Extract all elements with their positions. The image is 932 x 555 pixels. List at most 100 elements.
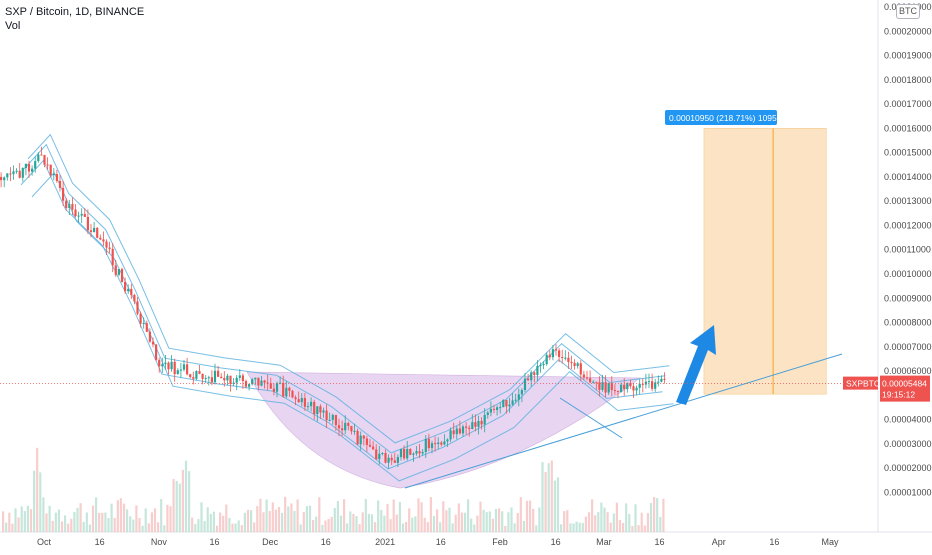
- volume-bar: [460, 512, 463, 532]
- currency-badge[interactable]: BTC: [896, 4, 920, 19]
- symbol-tag: [843, 376, 878, 390]
- volume-bar: [510, 507, 513, 532]
- volume-bar: [107, 518, 110, 532]
- candle-body: [474, 422, 477, 427]
- volume-bar: [550, 460, 553, 532]
- candle-body: [46, 164, 49, 166]
- candle-body: [139, 313, 142, 324]
- price-tag[interactable]: [880, 375, 930, 402]
- volume-bar: [308, 505, 312, 532]
- candle-body: [136, 301, 139, 314]
- moving-average-line: [31, 171, 674, 482]
- volume-bar: [532, 508, 535, 532]
- candle-body: [539, 364, 542, 366]
- volume-bar: [36, 447, 39, 532]
- volume-bar: [470, 518, 473, 532]
- volume-bar: [541, 462, 544, 532]
- volume-bar: [250, 510, 253, 532]
- candle-body: [220, 376, 223, 379]
- volume-bar: [119, 498, 122, 532]
- volume-bar: [442, 501, 445, 532]
- x-tick-label: 16: [551, 537, 561, 547]
- volume-bar: [380, 509, 383, 532]
- candle-body: [359, 435, 362, 445]
- volume-bar: [587, 512, 591, 532]
- candle-body: [573, 362, 576, 366]
- volume-bar: [64, 515, 67, 532]
- target-box[interactable]: [703, 128, 827, 395]
- candle-body: [34, 161, 37, 169]
- candle-body: [455, 428, 458, 435]
- candle-body: [508, 404, 511, 407]
- volume-bar: [126, 509, 129, 532]
- volume-bar: [237, 520, 240, 532]
- volume-bar: [646, 513, 649, 532]
- price-tag-countdown: 19:15:12: [882, 390, 915, 400]
- candle-body: [613, 390, 616, 392]
- candle-body: [561, 357, 564, 359]
- candle-body: [124, 281, 127, 292]
- x-tick-label: Mar: [596, 537, 612, 547]
- volume-bar: [622, 522, 625, 532]
- candle-body: [480, 420, 483, 425]
- moving-average-line: [27, 133, 670, 444]
- volume-bar: [420, 502, 423, 532]
- candle-body: [372, 446, 375, 450]
- volume-bar: [29, 509, 33, 532]
- candle-body: [167, 362, 170, 370]
- y-tick-label: 0.00013000: [884, 196, 932, 206]
- x-tick-label: 16: [769, 537, 779, 547]
- candle-body: [347, 422, 350, 426]
- volume-bar: [215, 525, 219, 532]
- candle-body: [601, 382, 604, 390]
- candle-body: [248, 384, 251, 387]
- candle-body: [384, 453, 387, 463]
- candle-body: [77, 215, 80, 217]
- candle-body: [579, 363, 582, 375]
- candle-body: [213, 370, 217, 383]
- candle-body: [217, 370, 220, 377]
- candle-body: [328, 419, 331, 421]
- candle-body: [344, 422, 347, 431]
- volume-bar: [662, 498, 665, 532]
- candle-body: [223, 378, 226, 381]
- candle-body: [421, 452, 424, 454]
- volume-bar: [48, 505, 51, 532]
- candle-body: [12, 171, 15, 175]
- volume-bar: [60, 521, 64, 532]
- candle-body: [492, 408, 496, 410]
- volume-bar: [525, 500, 529, 532]
- candle-body: [530, 372, 533, 381]
- candle-body: [316, 406, 319, 415]
- candle-body: [595, 381, 598, 383]
- volume-bar: [70, 518, 73, 532]
- volume-bar: [336, 501, 339, 532]
- volume-bar: [473, 524, 476, 532]
- volume-bar: [594, 515, 597, 532]
- candle-body: [396, 457, 399, 463]
- candle-body: [148, 331, 151, 342]
- y-tick-label: 0.00001000: [884, 487, 932, 497]
- candle-body: [443, 441, 446, 445]
- volume-bar: [160, 499, 163, 532]
- candle-body: [0, 176, 3, 181]
- volume-bar: [640, 512, 643, 532]
- candle-body: [198, 371, 201, 374]
- volume-bar: [513, 523, 516, 532]
- volume-bar: [364, 498, 367, 532]
- candle-body: [446, 439, 449, 442]
- candle-body: [564, 357, 567, 359]
- volume-bar: [411, 517, 414, 532]
- candle-body: [502, 399, 505, 408]
- y-tick-label: 0.00007000: [884, 342, 932, 352]
- candle-body: [58, 180, 62, 188]
- candle-body: [319, 406, 322, 413]
- volume-bar: [85, 512, 88, 532]
- price-axis[interactable]: [878, 0, 932, 550]
- candle-body: [489, 408, 492, 413]
- volume-bar: [79, 503, 82, 532]
- candle-body: [297, 399, 300, 403]
- candle-body: [399, 448, 403, 458]
